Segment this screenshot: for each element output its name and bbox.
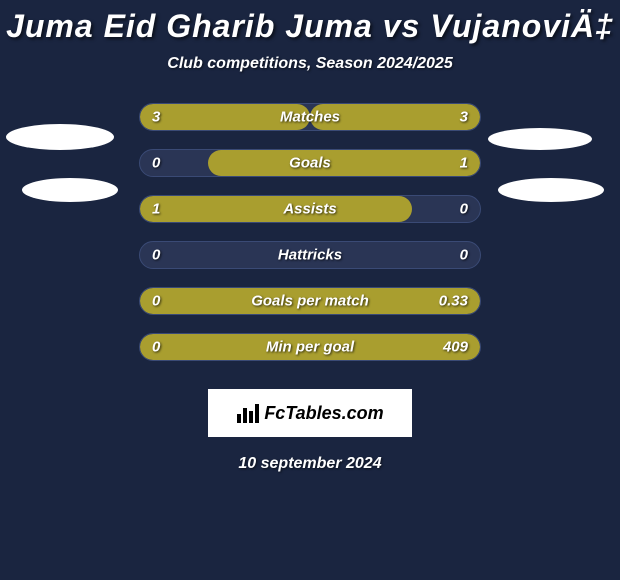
- page-subtitle: Club competitions, Season 2024/2025: [0, 55, 620, 73]
- stat-row: 0 0.33 Goals per match: [139, 287, 481, 315]
- stat-fill-right: [208, 150, 480, 176]
- comparison-bars: 3 3 Matches 0 1 Goals 1 0 Assists 0 0 Hattricks 0 0.3…: [139, 103, 481, 361]
- logo-text: FcTables.com: [264, 403, 383, 424]
- stat-row: 3 3 Matches: [139, 103, 481, 131]
- stat-row: 1 0 Assists: [139, 195, 481, 223]
- page-title: Juma Eid Gharib Juma vs VujanoviÄ‡: [0, 0, 620, 45]
- stat-fill-left: [140, 196, 412, 222]
- stat-value-left: 0: [152, 247, 160, 264]
- stat-label: Assists: [283, 201, 336, 218]
- stat-value-right: 1: [460, 155, 468, 172]
- date-text: 10 september 2024: [0, 455, 620, 473]
- stat-value-left: 0: [152, 339, 160, 356]
- stat-value-left: 3: [152, 109, 160, 126]
- stat-value-right: 0.33: [439, 293, 468, 310]
- stat-value-left: 1: [152, 201, 160, 218]
- decorative-ellipse-3: [498, 178, 604, 202]
- stat-label: Goals per match: [251, 293, 369, 310]
- stat-value-left: 0: [152, 155, 160, 172]
- stat-value-right: 409: [443, 339, 468, 356]
- stat-row: 0 1 Goals: [139, 149, 481, 177]
- stat-row: 0 409 Min per goal: [139, 333, 481, 361]
- stat-value-left: 0: [152, 293, 160, 310]
- logo-box: FcTables.com: [208, 389, 412, 437]
- decorative-ellipse-0: [6, 124, 114, 150]
- stat-value-right: 0: [460, 201, 468, 218]
- decorative-ellipse-2: [488, 128, 592, 150]
- stat-label: Hattricks: [278, 247, 342, 264]
- stat-value-right: 3: [460, 109, 468, 126]
- stat-label: Goals: [289, 155, 331, 172]
- stat-label: Matches: [280, 109, 340, 126]
- stat-row: 0 0 Hattricks: [139, 241, 481, 269]
- stat-label: Min per goal: [266, 339, 354, 356]
- stat-value-right: 0: [460, 247, 468, 264]
- bars-icon: [236, 402, 260, 424]
- decorative-ellipse-1: [22, 178, 118, 202]
